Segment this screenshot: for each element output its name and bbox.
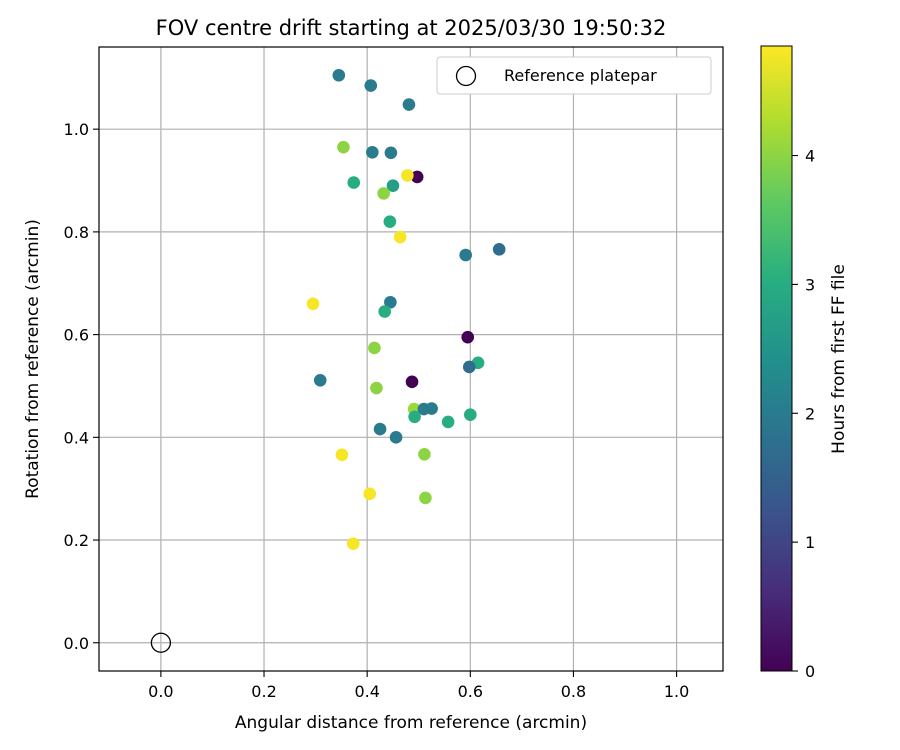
scatter-point xyxy=(464,408,477,422)
scatter-point xyxy=(346,537,360,550)
scatter-point xyxy=(384,295,397,309)
y-tick-label: 0.8 xyxy=(64,223,89,242)
reference-marker-layer xyxy=(150,632,172,653)
y-tick-label: 0.6 xyxy=(64,326,89,345)
scatter-point xyxy=(313,374,327,387)
reference-platepar-marker xyxy=(150,632,172,653)
scatter-point xyxy=(405,375,419,389)
x-tick-label: 1.0 xyxy=(664,682,689,701)
scatter-point xyxy=(418,447,431,461)
legend-reference-marker xyxy=(455,65,477,87)
grid xyxy=(99,47,723,671)
scatter-point xyxy=(368,341,381,355)
x-tick-label: 0.6 xyxy=(458,682,483,701)
scatter-point xyxy=(408,410,421,424)
scatter-point xyxy=(425,402,438,415)
scatter-point xyxy=(401,169,414,182)
scatter-point xyxy=(337,140,350,154)
y-tick-label: 0.4 xyxy=(64,428,89,447)
legend-box xyxy=(436,56,712,95)
y-tick-label: 0.2 xyxy=(64,531,89,550)
x-tick-label: 0.4 xyxy=(354,682,379,701)
scatter-point xyxy=(377,187,390,200)
scatter-point xyxy=(461,330,475,344)
colorbar: 0 1 2 3 4 Hours from first FF file xyxy=(760,45,849,681)
scatter-point xyxy=(332,68,346,82)
scatter-point xyxy=(441,415,455,429)
scatter-point xyxy=(335,448,349,462)
scatter-point xyxy=(366,145,379,159)
scatter-point xyxy=(386,179,400,192)
scatter-point xyxy=(389,431,403,444)
scatter-point xyxy=(378,305,391,318)
colorbar-ticks: 0 1 2 3 4 xyxy=(792,147,815,681)
scatter-point xyxy=(347,176,361,189)
scatter-point xyxy=(364,79,378,92)
x-tick-label: 0.0 xyxy=(148,682,173,701)
scatter-point xyxy=(370,381,383,395)
plot-frame xyxy=(98,46,724,672)
colorbar-tick-label: 4 xyxy=(805,147,815,166)
scatter-point xyxy=(462,360,476,374)
x-tick-label: 0.8 xyxy=(561,682,586,701)
x-tick-label: 0.2 xyxy=(251,682,276,701)
scatter-point xyxy=(459,248,472,262)
x-axis-ticks: 0.0 0.2 0.4 0.6 0.8 1.0 xyxy=(148,671,689,701)
scatter-point xyxy=(492,243,506,256)
colorbar-tick-label: 1 xyxy=(805,533,815,552)
scatter-point xyxy=(419,491,432,505)
scatter-point xyxy=(383,215,397,228)
scatter-point xyxy=(410,170,424,184)
legend: Reference platepar xyxy=(436,56,712,95)
scatter-point xyxy=(363,487,377,501)
y-tick-label: 0.0 xyxy=(64,634,89,653)
y-axis-ticks: 0.0 0.2 0.4 0.6 0.8 1.0 xyxy=(64,120,99,653)
scatter-point xyxy=(384,146,398,160)
y-axis-label: Rotation from reference (arcmin) xyxy=(23,219,43,499)
chart-title: FOV centre drift starting at 2025/03/30 … xyxy=(156,16,667,40)
scatter-point xyxy=(393,230,407,244)
colorbar-tick-label: 0 xyxy=(805,662,815,681)
scatter-point xyxy=(306,297,320,311)
x-axis-label: Angular distance from reference (arcmin) xyxy=(235,713,587,733)
colorbar-gradient xyxy=(760,45,793,672)
colorbar-label: Hours from first FF file xyxy=(829,264,849,454)
legend-entry-label: Reference platepar xyxy=(504,66,657,85)
data-points xyxy=(306,68,506,550)
colorbar-tick-label: 2 xyxy=(805,404,815,423)
colorbar-tick-label: 3 xyxy=(805,275,815,294)
y-tick-label: 1.0 xyxy=(64,120,89,139)
scatter-point xyxy=(373,422,387,436)
scatter-point xyxy=(402,98,416,111)
